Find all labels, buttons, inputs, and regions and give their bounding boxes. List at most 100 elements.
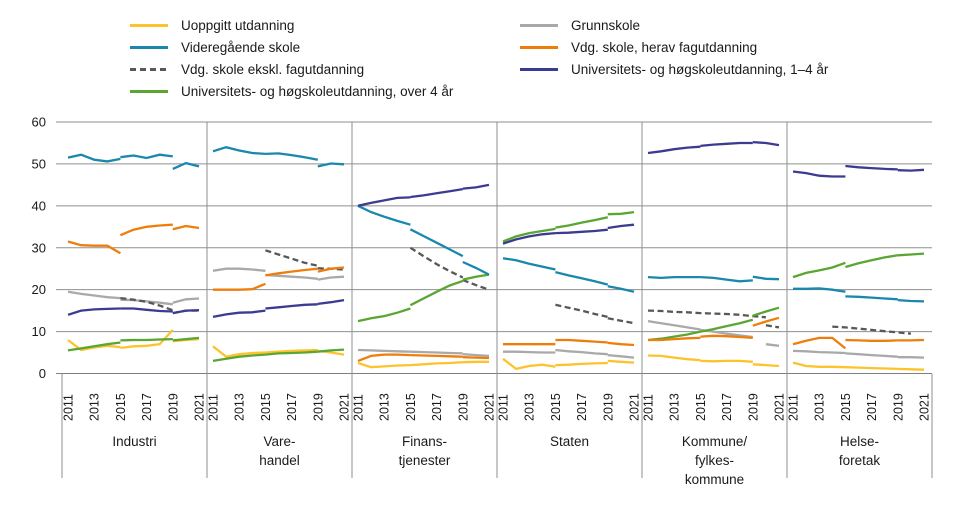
panel-label-line: handel <box>259 453 300 468</box>
series-line-uoppgitt <box>792 361 846 369</box>
series-line-uni_over4 <box>462 273 490 281</box>
y-axis-tick-label: 40 <box>32 198 46 213</box>
series-line-ekskl_fag <box>555 303 609 319</box>
series-line-uni_over4 <box>555 216 609 229</box>
legend-column-left: Uoppgitt utdanning Videregående skole Vd… <box>130 14 510 102</box>
series-line-videregaende <box>502 257 556 271</box>
series-line-fagutdanning <box>555 338 608 344</box>
panel-label: Finans-tjenester <box>352 432 497 470</box>
year-tick-label: 2013 <box>233 393 247 421</box>
series-line-grunnskole <box>67 290 121 300</box>
year-tick-label: 2019 <box>456 393 470 421</box>
year-tick-label: 2011 <box>62 394 76 421</box>
year-tick-label: 2017 <box>430 393 444 421</box>
series-line-grunnskole <box>462 353 490 358</box>
series-line-uni_1_4 <box>462 183 490 190</box>
series-line-uoppgitt <box>212 345 266 358</box>
legend-label: Vdg. skole, herav fagutdanning <box>571 39 758 55</box>
legend-label: Grunnskole <box>571 17 641 33</box>
series-line-uni_1_4 <box>67 307 121 316</box>
series-line-uni_1_4 <box>172 309 200 315</box>
series-line-videregaende <box>897 298 925 303</box>
series-line-uni_over4 <box>67 341 121 352</box>
series-line-uni_over4 <box>265 350 318 356</box>
legend-item: Universitets- og høgskoleutdanning, over… <box>130 80 510 102</box>
year-tick-label: 2011 <box>787 394 801 421</box>
series-line-uni_over4 <box>212 353 266 363</box>
series-line-uoppgitt <box>67 339 121 352</box>
series-line-uni_over4 <box>357 307 411 323</box>
series-line-fagutdanning <box>700 334 753 340</box>
panel-label-line: foretak <box>838 453 881 468</box>
series-line-uni_1_4 <box>265 303 318 310</box>
series-line-uoppgitt <box>357 361 411 369</box>
panel-label: Industri <box>62 432 207 451</box>
series-line-uni_1_4 <box>700 141 753 148</box>
series-line-grunnskole <box>172 297 200 304</box>
year-tick-label: 2021 <box>338 393 352 421</box>
series-line-fagutdanning <box>213 282 266 291</box>
year-tick-label: 2013 <box>523 393 537 421</box>
series-line-uoppgitt <box>410 361 463 367</box>
series-line-fagutdanning <box>265 267 318 277</box>
series-line-fagutdanning <box>317 266 345 273</box>
year-tick-label: 2013 <box>378 393 392 421</box>
year-tick-label: 2021 <box>483 393 497 421</box>
year-tick-label: 2011 <box>642 394 656 421</box>
series-line-uoppgitt <box>607 359 635 364</box>
series-line-videregaende <box>317 162 345 168</box>
series-line-uoppgitt <box>265 348 318 354</box>
panel-label-line: Vare- <box>263 434 296 449</box>
series-line-videregaende <box>607 285 635 293</box>
y-axis-tick-label: 20 <box>32 282 46 297</box>
series-line-videregaende <box>67 153 121 163</box>
series-line-videregaende <box>555 270 609 286</box>
line-swatch-icon <box>130 23 168 27</box>
series-line-ekskl_fag <box>607 317 635 325</box>
panel-label-line: tjenester <box>398 453 451 468</box>
series-line-ekskl_fag <box>409 246 464 279</box>
series-line-ekskl_fag <box>462 278 490 291</box>
series-line-fagutdanning <box>752 316 780 327</box>
series-line-uni_1_4 <box>410 187 463 199</box>
series-line-grunnskole <box>317 275 345 281</box>
year-tick-label: 2019 <box>601 393 615 421</box>
year-tick-label: 2013 <box>88 393 102 421</box>
panel-label-line: fylkes- <box>694 453 734 468</box>
panel-label: Vare-handel <box>207 432 352 470</box>
legend-column-right: Grunnskole Vdg. skole, herav fagutdannin… <box>520 14 940 80</box>
y-axis-tick-label: 50 <box>32 156 46 171</box>
year-tick-label: 2013 <box>668 393 682 421</box>
series-line-videregaende <box>752 275 780 281</box>
series-line-uni_over4 <box>752 306 780 317</box>
year-tick-label: 2021 <box>918 393 932 421</box>
panel-label: Kommune/fylkes-kommune <box>642 432 787 489</box>
year-tick-label: 2019 <box>311 393 325 421</box>
series-line-videregaende <box>845 295 898 301</box>
series-line-uoppgitt <box>700 359 753 363</box>
line-swatch-icon <box>130 89 168 93</box>
series-line-uni_1_4 <box>212 309 266 319</box>
series-line-videregaende <box>647 275 701 280</box>
series-line-videregaende <box>357 204 411 226</box>
series-line-uni_1_4 <box>647 145 701 155</box>
line-swatch-icon <box>520 67 558 71</box>
legend-item: Universitets- og høgskoleutdanning, 1–4 … <box>520 58 940 80</box>
y-axis-tick-label: 0 <box>39 366 46 381</box>
year-tick-label: 2017 <box>285 393 299 421</box>
series-line-ekskl_fag <box>265 249 319 267</box>
series-line-uoppgitt <box>502 357 556 371</box>
panel-label: Helse-foretak <box>787 432 932 470</box>
year-tick-label: 2021 <box>628 393 642 421</box>
year-tick-label: 2015 <box>114 393 128 421</box>
panel-label-line: Industri <box>112 434 157 449</box>
series-line-fagutdanning <box>792 336 847 350</box>
series-line-uni_over4 <box>120 337 173 342</box>
year-tick-label: 2017 <box>865 393 879 421</box>
panel-label-line: Kommune/ <box>681 434 748 449</box>
series-line-fagutdanning <box>462 356 490 360</box>
legend-item: Vdg. skole, herav fagutdanning <box>520 36 940 58</box>
series-line-grunnskole <box>555 348 608 356</box>
